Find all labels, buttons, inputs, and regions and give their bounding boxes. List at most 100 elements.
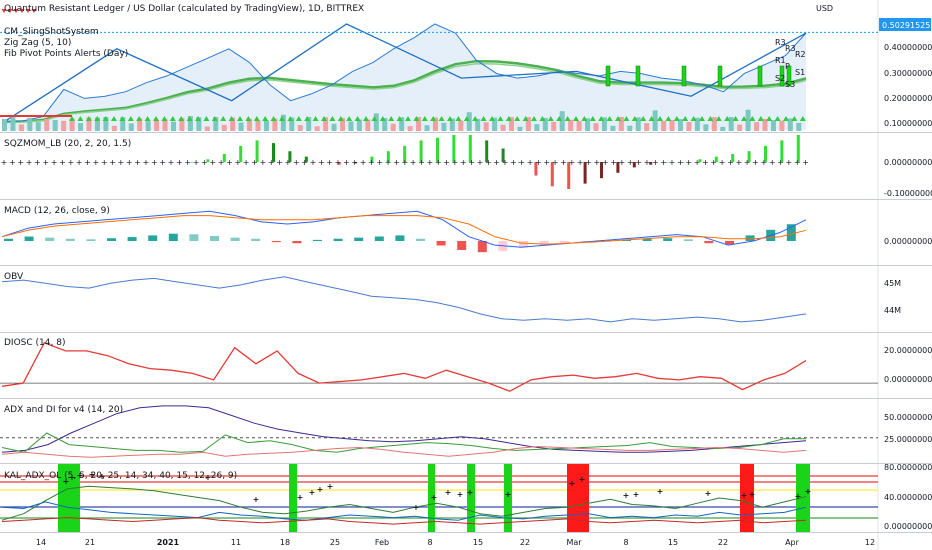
sqz-dot: + bbox=[285, 158, 292, 167]
sqz-bar bbox=[354, 162, 357, 164]
sqz-dot: + bbox=[535, 158, 542, 167]
sqz-bar bbox=[780, 140, 784, 162]
kal-marker: + bbox=[657, 487, 664, 496]
slingshot-signal-marker bbox=[279, 116, 285, 121]
macd-histogram-bar bbox=[704, 241, 714, 244]
volume-bar bbox=[720, 126, 726, 131]
volume-bar bbox=[686, 121, 692, 131]
volume-bar bbox=[289, 117, 295, 131]
kal-marker: + bbox=[63, 477, 70, 486]
signal-bar bbox=[717, 65, 723, 87]
slingshot-signal-marker bbox=[447, 116, 453, 121]
sell-signal-marker bbox=[1, 9, 7, 13]
slingshot-signal-marker bbox=[178, 116, 185, 121]
kal-series-line bbox=[1, 485, 807, 521]
slingshot-signal-marker bbox=[94, 116, 101, 121]
volume-bar bbox=[306, 117, 312, 131]
volume-bar bbox=[534, 124, 540, 131]
pane-title-sqzmom: SQZMOM_LB (20, 2, 20, 1.5) bbox=[4, 139, 131, 149]
pivot-label: R1 bbox=[775, 56, 786, 65]
diosc-pane[interactable] bbox=[0, 341, 878, 392]
sqz-dot: + bbox=[452, 158, 459, 167]
slingshot-signal-marker bbox=[724, 116, 731, 121]
slingshot-signal-marker bbox=[186, 116, 193, 121]
slingshot-signal-marker bbox=[329, 116, 336, 121]
kal-adx-pane[interactable]: + + + + + ++ ++ + ++++ + + ++ ++ + + + + + ++ bbox=[0, 464, 878, 532]
sqz-dot: + bbox=[234, 158, 241, 167]
sqz-dot: + bbox=[527, 158, 534, 167]
sqz-bar bbox=[550, 162, 554, 187]
pane-separators bbox=[0, 132, 932, 533]
volume-bar bbox=[627, 125, 633, 131]
macd-histogram-bar bbox=[148, 235, 158, 241]
sqz-dot: + bbox=[443, 158, 450, 167]
kal-marker: + bbox=[741, 491, 748, 500]
slingshot-signal-marker bbox=[363, 116, 369, 121]
slingshot-signal-marker bbox=[421, 116, 428, 121]
sqz-dot: + bbox=[602, 158, 609, 167]
y-tick-label: 0.00000000 bbox=[884, 522, 932, 531]
pivot-label: R3 bbox=[775, 38, 786, 47]
macd-histogram-bar bbox=[519, 241, 528, 248]
volume-bar bbox=[525, 117, 531, 131]
volume-bar bbox=[382, 118, 388, 131]
kal-marker: + bbox=[445, 488, 452, 497]
sqz-dot: + bbox=[669, 158, 676, 167]
sqz-dot: + bbox=[685, 158, 692, 167]
adx-pane[interactable] bbox=[0, 405, 878, 458]
volume-bar bbox=[213, 117, 219, 131]
y-tick-label: 0.00000000 bbox=[884, 158, 932, 167]
sqz-dot: + bbox=[26, 158, 33, 167]
sell-signal-marker bbox=[25, 9, 31, 13]
macd-line bbox=[1, 210, 807, 248]
sqz-dot: + bbox=[744, 158, 751, 167]
sqz-bar bbox=[682, 162, 685, 163]
volume-bar bbox=[449, 118, 455, 131]
sqz-bar bbox=[583, 162, 587, 184]
pane-titles: SQZMOM_LB (20, 2, 20, 1.5) MACD (12, 26, … bbox=[4, 139, 237, 481]
slingshot-signal-marker bbox=[287, 116, 294, 121]
sqz-bar bbox=[600, 162, 603, 179]
slingshot-signal-marker bbox=[379, 116, 386, 121]
volume-bar bbox=[171, 121, 176, 131]
signal-bar bbox=[757, 65, 763, 87]
diosc-line bbox=[1, 341, 807, 392]
signal-bar bbox=[786, 65, 792, 87]
slingshot-signal-marker bbox=[791, 116, 798, 121]
sqz-dot: + bbox=[585, 158, 592, 167]
volume-bar bbox=[69, 118, 75, 131]
volume-bar bbox=[770, 120, 776, 131]
x-tick-label: 15 bbox=[473, 538, 483, 547]
kal-marker: + bbox=[431, 493, 438, 502]
sqz-dot: + bbox=[126, 158, 133, 167]
volume-bar bbox=[52, 120, 58, 131]
pane-title-obv: OBV bbox=[4, 272, 24, 282]
sqz-bar bbox=[649, 162, 653, 165]
sqzmom-pane[interactable]: + + + + + + + + + + + + + + + + + + + + + + + + + + + + + + + + + + + + + + + +… bbox=[1, 135, 809, 189]
sqz-dot: + bbox=[143, 158, 150, 167]
kal-marker: + bbox=[413, 503, 420, 512]
y-tick-label: 25.00000000 bbox=[884, 435, 932, 444]
slingshot-signal-marker bbox=[119, 116, 126, 121]
y-axis: 0.40000000 0.30000000 0.20000000 0.10000000… bbox=[884, 43, 932, 531]
sqz-dot: + bbox=[393, 158, 400, 167]
volume-bar bbox=[280, 114, 286, 131]
x-tick-label: Feb bbox=[375, 538, 389, 547]
macd-histogram-bar bbox=[210, 235, 219, 241]
macd-histogram-bar bbox=[251, 238, 261, 241]
slingshot-signal-marker bbox=[463, 116, 470, 121]
slingshot-signal-marker bbox=[337, 116, 344, 121]
sqz-bar bbox=[714, 156, 718, 162]
volume-bar bbox=[204, 126, 210, 131]
sqz-dot: + bbox=[159, 158, 166, 167]
y-tick-label: 0.40000000 bbox=[884, 43, 932, 52]
volume-bar bbox=[18, 124, 24, 131]
macd-pane[interactable] bbox=[1, 210, 807, 253]
sqz-bar bbox=[567, 162, 571, 189]
sqz-dot: + bbox=[251, 158, 258, 167]
volume-bar bbox=[416, 117, 422, 131]
obv-pane[interactable] bbox=[1, 276, 807, 323]
